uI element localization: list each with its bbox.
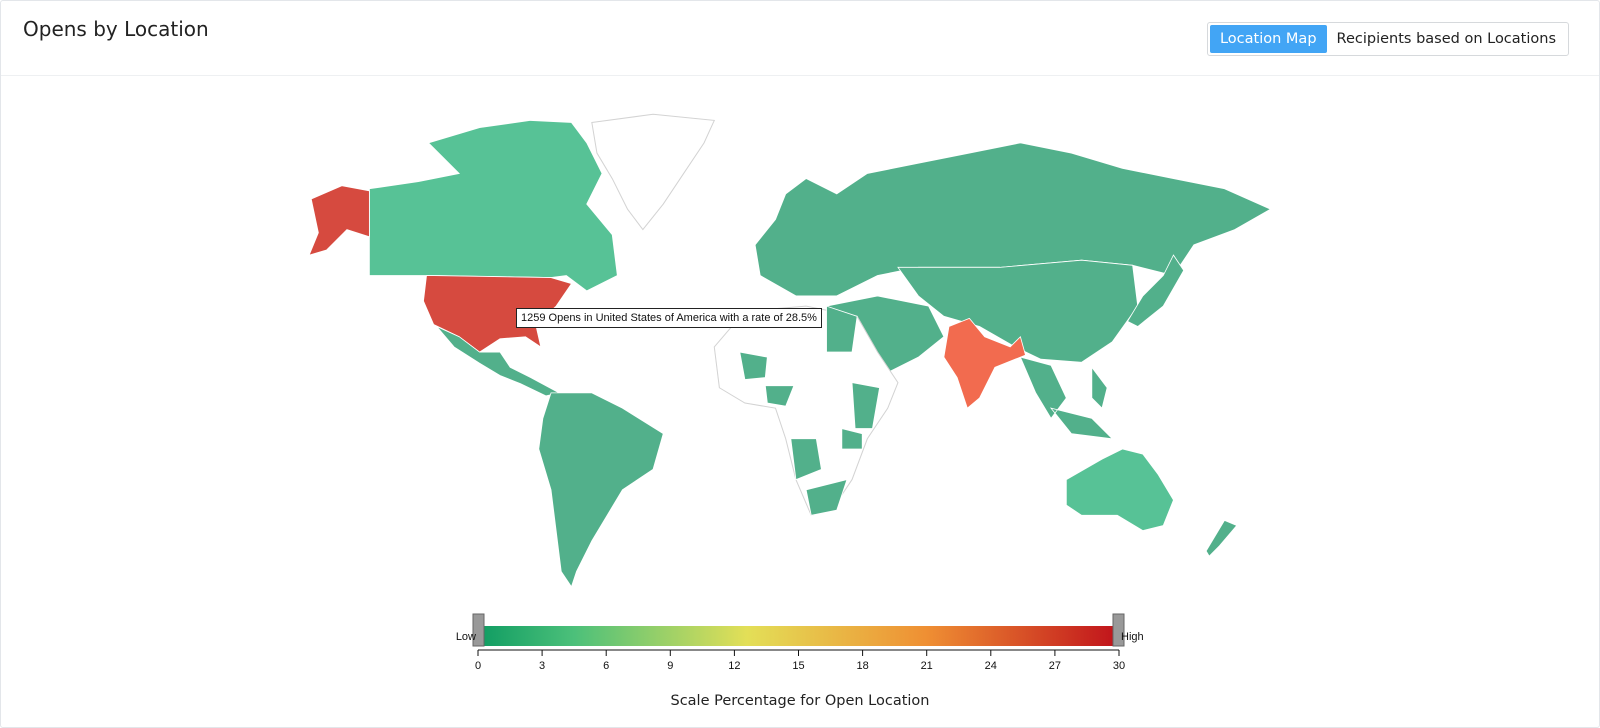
- country: [1205, 519, 1238, 557]
- country: [1065, 448, 1174, 532]
- country: [1126, 254, 1185, 328]
- tab[interactable]: Location Map: [1209, 25, 1327, 53]
- tooltip: 1259 Opens in United States of America w…: [516, 308, 822, 328]
- title: Opens by Location: [23, 17, 209, 41]
- header: Opens by Location Location Map Recipient…: [1, 1, 1599, 76]
- country: [308, 185, 370, 256]
- country: [943, 317, 1026, 409]
- country: [591, 113, 716, 231]
- country: [538, 392, 664, 588]
- country: [423, 275, 573, 353]
- country: [897, 259, 1139, 363]
- country: [739, 305, 881, 516]
- country: [368, 119, 618, 292]
- tab-group: Location Map Recipients based on Locatio…: [1206, 22, 1569, 56]
- country: [1019, 356, 1114, 440]
- tab[interactable]: Recipients based on Locations: [1336, 31, 1556, 47]
